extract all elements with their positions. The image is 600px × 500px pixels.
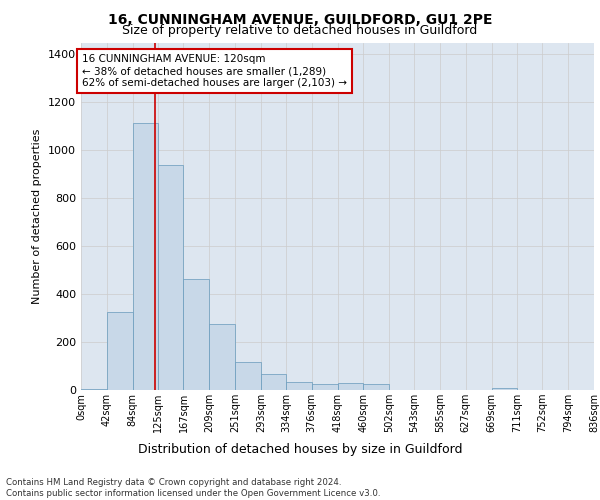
Bar (286, 382, 312, 390)
Text: 16 CUNNINGHAM AVENUE: 120sqm
← 38% of detached houses are smaller (1,289)
62% of: 16 CUNNINGHAM AVENUE: 120sqm ← 38% of de… (82, 54, 347, 88)
Bar (261, 374, 286, 390)
Bar (363, 384, 389, 390)
Text: Contains HM Land Registry data © Crown copyright and database right 2024.
Contai: Contains HM Land Registry data © Crown c… (6, 478, 380, 498)
Bar (158, 164, 184, 390)
Y-axis label: Number of detached properties: Number of detached properties (32, 128, 43, 304)
Bar (209, 324, 235, 390)
Text: 16, CUNNINGHAM AVENUE, GUILDFORD, GU1 2PE: 16, CUNNINGHAM AVENUE, GUILDFORD, GU1 2P… (108, 12, 492, 26)
Bar (133, 124, 158, 390)
Bar (107, 312, 133, 390)
Bar (491, 388, 517, 390)
Bar (81, 389, 107, 390)
Text: Size of property relative to detached houses in Guildford: Size of property relative to detached ho… (122, 24, 478, 37)
Bar (184, 280, 209, 390)
Text: Distribution of detached houses by size in Guildford: Distribution of detached houses by size … (138, 442, 462, 456)
Bar (235, 362, 261, 390)
Bar (337, 383, 363, 390)
Bar (312, 384, 337, 390)
